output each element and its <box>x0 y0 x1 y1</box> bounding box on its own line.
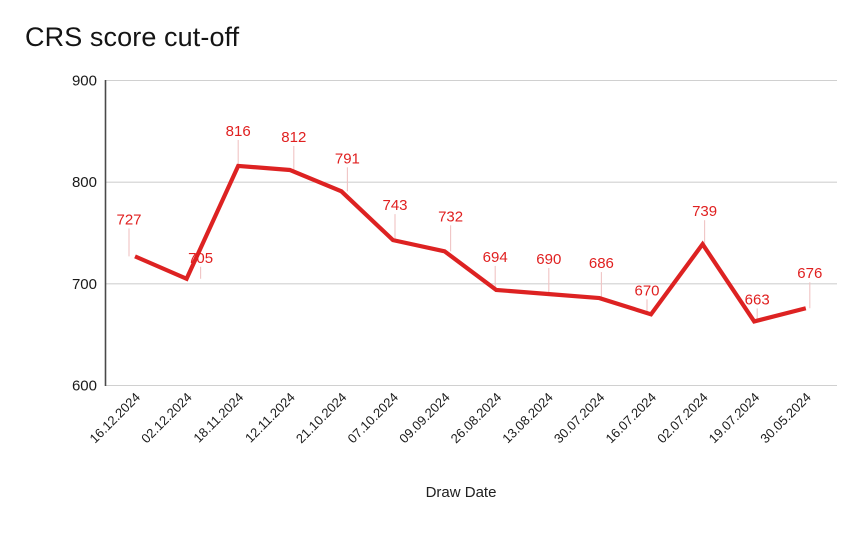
gridlines <box>105 79 837 387</box>
y-tick-label: 600 <box>72 378 97 395</box>
y-tick-label: 900 <box>72 73 97 90</box>
data-point-label: 670 <box>634 282 659 299</box>
data-point-label: 686 <box>589 255 614 272</box>
data-point-label: 694 <box>483 249 508 266</box>
x-tick-label: 30.05.2024 <box>757 390 814 447</box>
data-point-label: 812 <box>281 129 306 146</box>
x-tick-labels: 16.12.202402.12.202418.11.202412.11.2024… <box>86 390 813 447</box>
data-point-label: 663 <box>745 291 770 308</box>
chart-title: CRS score cut-off <box>25 22 240 52</box>
x-tick-label: 02.12.2024 <box>138 390 195 447</box>
data-point-label: 727 <box>116 211 141 228</box>
x-tick-label: 09.09.2024 <box>396 390 453 447</box>
x-tick-label: 19.07.2024 <box>706 390 763 447</box>
label-leader-lines <box>128 139 811 322</box>
data-point-label: 743 <box>382 197 407 214</box>
data-point-label: 732 <box>438 208 463 225</box>
y-tick-label: 800 <box>72 174 97 191</box>
x-tick-label: 16.07.2024 <box>602 390 659 447</box>
x-tick-label: 18.11.2024 <box>190 390 246 446</box>
data-point-label: 739 <box>692 203 717 220</box>
data-point-label: 816 <box>226 123 251 140</box>
data-point-label: 676 <box>797 265 822 282</box>
data-series-line <box>134 163 807 324</box>
y-tick-label: 700 <box>72 276 97 293</box>
data-point-labels: 727 705 816 812 791 743 732 694 690 686 670 739 663 6… <box>116 123 822 309</box>
x-axis-title-text: Draw Date <box>425 484 497 501</box>
x-tick-label: 30.07.2024 <box>551 390 608 447</box>
x-tick-label: 12.11.2024 <box>242 390 298 446</box>
data-point-label: 690 <box>536 251 561 268</box>
data-point-label: 705 <box>188 250 213 267</box>
x-axis-title: Draw Date <box>0 484 862 501</box>
x-tick-label: 16.12.2024 <box>86 390 143 447</box>
x-tick-label: 13.08.2024 <box>499 390 556 447</box>
x-tick-label: 26.08.2024 <box>448 390 505 447</box>
y-tick-labels: 900 800 700 600 <box>72 73 97 395</box>
x-tick-label: 21.10.2024 <box>293 390 350 447</box>
x-tick-label: 02.07.2024 <box>654 390 711 447</box>
data-point-label: 791 <box>335 150 360 167</box>
x-tick-label: 07.10.2024 <box>344 390 401 447</box>
